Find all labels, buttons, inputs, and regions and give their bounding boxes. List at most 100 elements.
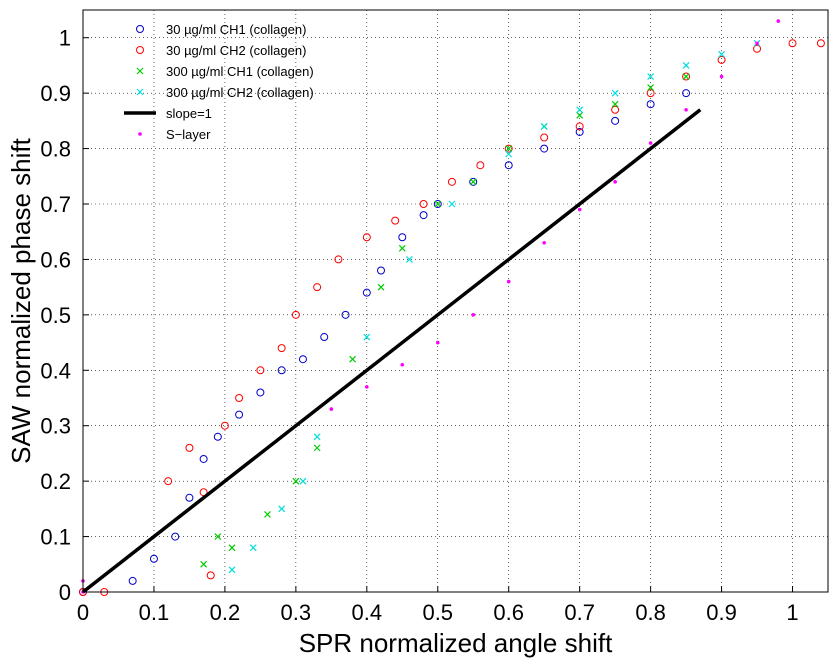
series-1-point [206,571,215,580]
series-2-point [264,510,271,518]
legend-entry: slope=1 [124,106,212,121]
x-tick-label: 0.6 [493,600,524,625]
series-3-point [363,333,371,341]
series-2-point [228,544,236,552]
series-0-point [540,144,549,153]
series-3-point [682,62,690,69]
series-1-point [220,421,229,430]
series-3-point [718,50,725,58]
x-tick-label: 0 [77,600,89,625]
series-2-point [313,444,321,452]
y-axis-label: SAW normalized phase shift [6,137,36,463]
series-1-point [476,161,485,170]
series-3-point [249,544,257,552]
series-1-point [256,366,265,375]
series-2-point [214,533,222,540]
series-1-point [504,144,513,153]
legend-entry: 30 µg/ml CH1 (collagen) [136,22,306,37]
series-2-point [349,355,357,363]
series-1-point [540,133,549,142]
y-tick-label: 0.6 [40,247,71,272]
series-3-point [505,150,513,158]
series-0-point [171,532,180,541]
series-1-point [185,443,194,452]
x-tick-label: 0.9 [706,600,737,625]
series-0-point [611,116,620,125]
series-0-point [469,177,478,186]
series-1-point [164,477,173,486]
y-tick-label: 0.5 [40,303,71,328]
reference-line [81,108,702,594]
series-0-point [213,432,222,441]
legend-swatch [136,88,144,96]
series-1-point [575,122,584,131]
series-3-point [540,122,548,130]
series-5-point [648,141,653,145]
series-1-point [235,394,244,402]
series-5-point [329,407,334,411]
series-5-point [542,241,546,245]
series-0-point [575,127,584,136]
series-3-point [299,477,307,485]
series-1-point [362,233,371,242]
series-5-point [719,74,724,79]
legend-swatch [136,67,144,75]
series-3-point [228,566,236,574]
x-tick-label: 0.1 [139,600,170,625]
series-2-point [647,84,655,92]
series-2-point [682,73,690,80]
series-0-point [235,410,244,419]
series-2-point [469,178,477,186]
series-0-point [504,161,513,170]
legend-label: 30 µg/ml CH1 (collagen) [166,22,306,37]
legend-swatch [138,132,142,136]
legend-entry: 300 µg/ml CH2 (collagen) [136,85,314,100]
axis-ticks: 0 0.1 0.2 0.3 0.4 0.5 0.6 0.7 0.8 0.9 1 0 0.1 0.2 0.3 0… [40,26,798,625]
series-1-point [291,310,300,319]
series-3-point [448,200,456,208]
series-5-point [613,180,617,184]
series-2-point [200,560,208,568]
legend-label: 30 µg/ml CH2 (collagen) [166,43,306,58]
series-1-point [816,39,825,48]
series-0-point [419,211,428,220]
legend-label: slope=1 [166,106,212,121]
x-tick-label: 0.8 [635,600,666,625]
y-tick-label: 0.8 [40,137,71,162]
series-3-point [647,73,655,80]
series-0-point [149,554,158,563]
series-1-point [753,44,762,53]
series-1-point [646,89,655,98]
series-0-point [682,89,691,98]
series-5-point [400,362,405,367]
x-tick-label: 0.4 [352,600,383,625]
series-0-point [362,288,371,297]
series-1-point [334,255,343,264]
y-tick-label: 0.9 [40,81,71,106]
series-1-point [611,105,620,114]
grid-lines [83,10,828,592]
series-0-point [128,576,137,585]
series-2-point [434,200,442,208]
legend-entry: 300 µg/ml CH1 (collagen) [136,64,314,79]
series-1-point [717,55,726,64]
series-3-point [405,256,413,263]
series-5-point [471,313,476,317]
legend-entry: S−layer [138,127,211,142]
x-tick-label: 0.3 [281,600,312,625]
y-tick-label: 0.7 [40,192,71,217]
series-1-point [447,177,456,186]
series-3-point [278,505,286,513]
y-tick-label: 0.2 [40,469,71,494]
series-0-point [277,366,286,375]
series-5-point [755,41,759,46]
series-2-point [292,477,300,485]
series-5-point [435,340,440,345]
x-tick-label: 0.7 [564,600,595,625]
series-2-point [576,111,584,119]
legend-entry: 30 µg/ml CH2 (collagen) [136,43,306,58]
series-1-point [391,216,400,225]
series-0-point [199,454,208,463]
series-0-point [298,355,307,364]
